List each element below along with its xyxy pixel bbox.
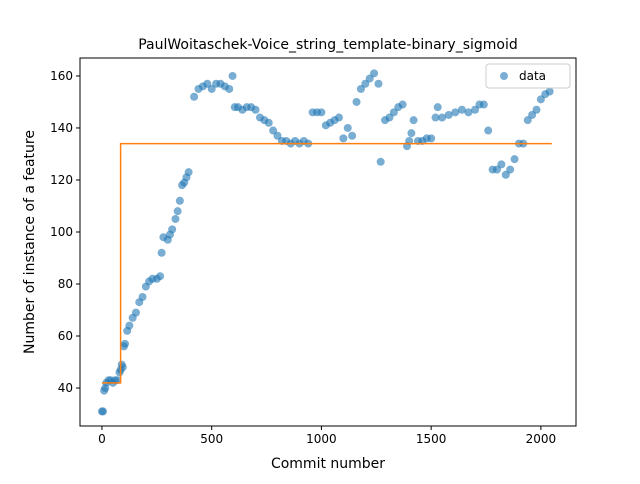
data-point	[264, 118, 273, 127]
data-point	[125, 321, 134, 330]
data-point	[339, 134, 348, 143]
y-tick-label: 40	[58, 381, 73, 395]
data-point	[190, 92, 199, 101]
data-point	[343, 123, 352, 132]
plot-frame	[79, 57, 577, 427]
y-tick-label: 160	[50, 69, 73, 83]
data-point	[510, 155, 519, 164]
data-point	[497, 160, 506, 169]
data-point	[168, 225, 177, 234]
x-tick-label: 1500	[416, 432, 447, 446]
data-point	[370, 69, 379, 78]
data-point	[352, 97, 361, 106]
data-point	[374, 79, 383, 88]
chart-title: PaulWoitaschek-Voice_string_template-bin…	[138, 37, 518, 53]
fit-line	[101, 142, 552, 384]
data-point	[184, 168, 193, 177]
data-point	[431, 113, 440, 122]
data-point	[348, 131, 357, 140]
y-tick-label: 140	[50, 121, 73, 135]
y-tick-label: 100	[50, 225, 73, 239]
x-axis-label: Commit number	[271, 456, 385, 472]
data-point	[398, 100, 407, 109]
data-point	[545, 87, 554, 96]
x-tick-label: 0	[98, 432, 106, 446]
x-tick-label: 2000	[526, 432, 557, 446]
data-point	[138, 293, 147, 302]
y-axis-label: Number of instance of a feature	[22, 130, 38, 354]
x-tick-label: 500	[200, 432, 223, 446]
data-point	[409, 116, 418, 125]
data-point	[317, 108, 326, 117]
data-point	[464, 108, 473, 117]
data-point	[438, 113, 447, 122]
data-point	[444, 110, 453, 119]
data-point	[506, 165, 515, 174]
data-point	[433, 103, 442, 112]
legend-box	[485, 63, 571, 89]
data-point	[484, 126, 493, 135]
data-point	[251, 105, 260, 114]
data-point	[99, 407, 108, 416]
y-tick-label: 80	[58, 277, 73, 291]
data-point	[532, 105, 541, 114]
data-point	[457, 105, 466, 114]
data-point	[120, 339, 129, 348]
data-point	[157, 248, 166, 257]
legend-marker	[500, 72, 508, 80]
data-point	[407, 129, 416, 138]
data-point	[376, 157, 385, 166]
data-point	[173, 207, 182, 216]
y-tick-label: 60	[58, 329, 73, 343]
data-point	[451, 108, 460, 117]
data-point	[175, 196, 184, 205]
data-point	[131, 308, 140, 317]
x-tick-label: 1000	[306, 432, 337, 446]
data-point	[225, 84, 234, 93]
data-point	[479, 100, 488, 109]
y-tick-label: 120	[50, 173, 73, 187]
legend-label: data	[519, 69, 546, 83]
data-point	[228, 71, 237, 80]
data-point	[171, 214, 180, 223]
data-point	[334, 113, 343, 122]
data-point	[156, 272, 165, 281]
data-point	[427, 134, 436, 143]
